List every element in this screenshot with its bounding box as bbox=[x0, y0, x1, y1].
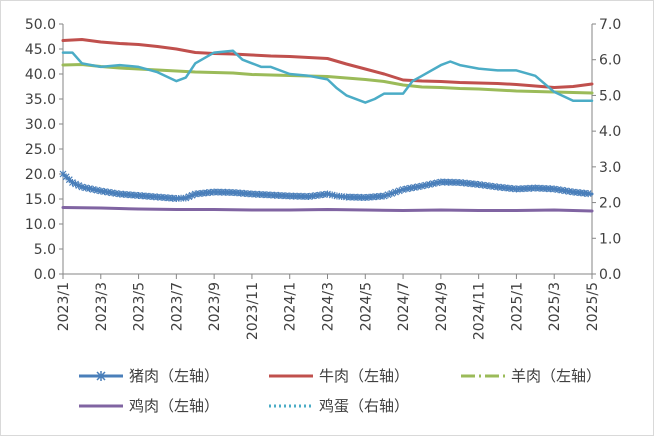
x-tick-label: 2025/3 bbox=[547, 282, 563, 331]
legend-label: 牛肉（左轴） bbox=[319, 367, 409, 385]
x-tick-label: 2023/1 bbox=[56, 282, 72, 331]
series-point-marker bbox=[388, 189, 396, 197]
left-tick-label: 50.0 bbox=[25, 17, 56, 33]
legend-item: 猪肉（左轴） bbox=[79, 367, 219, 385]
x-tick-label: 2024/1 bbox=[283, 282, 299, 331]
x-tick-label: 2025/1 bbox=[509, 282, 525, 331]
left-tick-label: 10.0 bbox=[25, 217, 56, 233]
legend-label: 鸡肉（左轴） bbox=[129, 397, 219, 415]
series-point-marker bbox=[584, 190, 592, 198]
right-tick-label: 2.0 bbox=[599, 196, 621, 212]
left-tick-label: 0.0 bbox=[34, 267, 56, 283]
legend-item: 牛肉（左轴） bbox=[269, 367, 409, 385]
series-line-3 bbox=[61, 206, 594, 213]
chart-series bbox=[59, 38, 594, 213]
legend-item: 鸡肉（左轴） bbox=[79, 397, 219, 415]
x-tick-label: 2023/3 bbox=[94, 282, 110, 331]
legend-label: 猪肉（左轴） bbox=[129, 367, 219, 385]
x-tick-label: 2023/11 bbox=[245, 282, 261, 340]
series-line-4 bbox=[61, 49, 594, 104]
series-point-marker bbox=[380, 192, 388, 200]
legend-label: 羊肉（左轴） bbox=[511, 367, 601, 385]
series-line-1 bbox=[61, 38, 594, 89]
right-tick-label: 6.0 bbox=[599, 53, 621, 69]
x-tick-label: 2023/9 bbox=[207, 282, 223, 331]
x-tick-label: 2024/5 bbox=[358, 282, 374, 331]
legend-label: 鸡蛋（右轴） bbox=[319, 397, 409, 415]
left-tick-label: 15.0 bbox=[25, 192, 56, 208]
right-tick-label: 0.0 bbox=[599, 267, 621, 283]
series-point-marker bbox=[392, 188, 399, 196]
right-tick-label: 3.0 bbox=[599, 160, 621, 176]
x-tick-label: 2024/3 bbox=[321, 282, 337, 331]
left-tick-label: 45.0 bbox=[25, 42, 56, 58]
left-tick-label: 30.0 bbox=[25, 117, 56, 133]
series-point-marker bbox=[384, 191, 392, 199]
x-tick-label: 2024/9 bbox=[434, 282, 450, 331]
series-point-marker bbox=[395, 187, 403, 195]
left-tick-label: 20.0 bbox=[25, 167, 56, 183]
legend-marker bbox=[96, 371, 106, 381]
left-tick-label: 5.0 bbox=[34, 242, 56, 258]
x-tick-label: 2024/7 bbox=[396, 282, 412, 331]
chart-axes: 0.0 5.0 10.0 15.0 20.0 25.0 30.0 35.0 40.0 45.0 50… bbox=[25, 17, 621, 340]
left-tick-label: 35.0 bbox=[25, 92, 56, 108]
right-tick-label: 5.0 bbox=[599, 88, 621, 104]
x-tick-label: 2023/5 bbox=[132, 282, 148, 331]
x-tick-label: 2025/5 bbox=[585, 282, 601, 331]
legend-item: 鸡蛋（右轴） bbox=[269, 397, 409, 415]
legend-item: 羊肉（左轴） bbox=[461, 367, 601, 385]
chart-legend: 猪肉（左轴） 牛肉（左轴） 羊肉（左轴） 鸡肉（左轴） 鸡蛋（右轴） bbox=[79, 367, 601, 415]
left-tick-label: 25.0 bbox=[25, 142, 56, 158]
x-tick-label: 2023/7 bbox=[169, 282, 185, 331]
right-tick-label: 7.0 bbox=[599, 17, 621, 33]
right-tick-label: 1.0 bbox=[599, 231, 621, 247]
right-tick-label: 4.0 bbox=[599, 124, 621, 140]
x-tick-label: 2024/11 bbox=[472, 282, 488, 340]
left-tick-label: 40.0 bbox=[25, 67, 56, 83]
